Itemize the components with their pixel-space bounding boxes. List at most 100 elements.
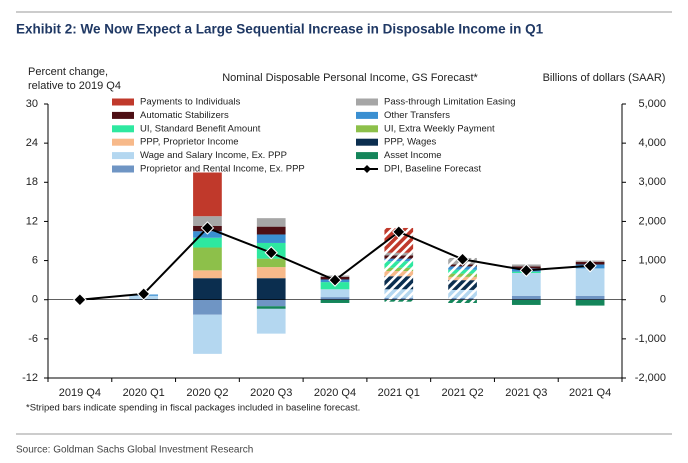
line-marker — [73, 293, 87, 307]
bar-segment — [448, 269, 477, 274]
legend-label: Wage and Salary Income, Ex. PPP — [140, 150, 287, 161]
legend-label: PPP, Proprietor Income — [140, 137, 239, 148]
bar-segment — [193, 216, 222, 226]
bar-segment — [320, 297, 350, 300]
bar-segment — [256, 306, 286, 309]
legend-swatch — [356, 125, 378, 133]
bar-segment — [448, 297, 477, 300]
line-marker — [392, 225, 406, 239]
bar-segment — [256, 258, 286, 268]
bar-segment — [384, 267, 414, 272]
source: Source: Goldman Sachs Global Investment … — [16, 445, 253, 456]
line-marker — [328, 273, 342, 287]
legend-swatch — [356, 98, 378, 106]
bar-segment — [256, 218, 286, 227]
y2-tick-label: 3,000 — [638, 176, 666, 188]
x-tick-label: 2020 Q3 — [250, 387, 292, 399]
chart-subtitle: Nominal Disposable Personal Income, GS F… — [222, 72, 478, 84]
bar-segment — [575, 299, 605, 306]
x-tick-label: 2020 Q1 — [123, 387, 165, 399]
bar-segment — [384, 297, 414, 300]
bar-segment — [448, 280, 477, 290]
x-tick-label: 2021 Q2 — [441, 387, 483, 399]
bar-segment — [384, 289, 414, 298]
legend-swatch — [112, 98, 134, 106]
bar-segment — [384, 261, 414, 268]
legend-swatch — [112, 152, 134, 160]
chart-title: Exhibit 2: We Now Expect a Large Sequent… — [16, 22, 544, 37]
bar-segment — [256, 226, 286, 235]
bar-segment — [256, 308, 286, 334]
y2-tick-label: 0 — [660, 294, 666, 306]
bar-segment — [256, 299, 286, 307]
line-marker — [200, 221, 215, 235]
bar-segment — [256, 278, 286, 300]
y-tick-label: 0 — [32, 294, 38, 306]
legend-swatch — [112, 125, 134, 133]
line-marker — [264, 246, 278, 260]
x-tick-label: 2021 Q4 — [569, 387, 611, 399]
y2-tick-label: 5,000 — [638, 98, 666, 110]
line-marker — [583, 259, 597, 273]
bar-segment — [575, 268, 605, 296]
x-tick-label: 2021 Q3 — [505, 387, 547, 399]
bar-segment — [448, 273, 477, 277]
y-tick-label: 12 — [26, 215, 38, 227]
legend-swatch — [112, 165, 134, 173]
bar-segment — [193, 237, 222, 248]
bar-segment — [193, 172, 222, 217]
y2-tick-label: 1,000 — [638, 254, 666, 266]
y2-tick-label: -2,000 — [635, 372, 666, 384]
y-tick-label: 6 — [32, 254, 38, 266]
x-tick-label: 2020 Q4 — [314, 387, 356, 399]
legend-label: Pass-through Limitation Easing — [384, 97, 516, 108]
bar-segment — [384, 299, 414, 302]
bar-segment — [448, 266, 477, 270]
legend-label: Automatic Stabilizers — [140, 110, 229, 121]
bar-segment — [193, 299, 222, 315]
y2-tick-label: 4,000 — [638, 137, 666, 149]
bar-segment — [448, 276, 477, 281]
legend-label: Other Transfers — [384, 110, 450, 121]
bar-segment — [193, 314, 222, 354]
bar-segment — [448, 289, 477, 298]
bar-segment — [511, 295, 541, 300]
legend-label: Proprietor and Rental Income, Ex. PPP — [140, 164, 305, 175]
bar-segment — [384, 258, 414, 262]
x-tick-label: 2020 Q2 — [186, 387, 228, 399]
bar-segment — [193, 278, 222, 300]
y-tick-label: 30 — [26, 98, 38, 110]
y-tick-label: -12 — [22, 372, 38, 384]
bar-segment — [193, 270, 222, 279]
legend-label: UI, Standard Benefit Amount — [140, 123, 261, 134]
y2-tick-label: 2,000 — [638, 215, 666, 227]
bar-segment — [193, 247, 222, 271]
bar-segment — [384, 255, 414, 259]
x-tick-label: 2021 Q1 — [378, 387, 420, 399]
y-tick-label: 18 — [26, 176, 38, 188]
y2-axis-label: Billions of dollars (SAAR) — [543, 72, 666, 84]
legend-label: UI, Extra Weekly Payment — [384, 123, 495, 134]
bar-segment — [256, 267, 286, 279]
bar-segment — [384, 276, 414, 290]
legend-label: PPP, Wages — [384, 137, 437, 148]
bar-segment — [511, 299, 541, 305]
line-marker — [136, 287, 151, 301]
footnote: *Striped bars indicate spending in fisca… — [26, 403, 360, 414]
line-marker — [455, 252, 470, 266]
legend-label: Payments to Individuals — [140, 97, 241, 108]
y-axis-label: relative to 2019 Q4 — [28, 80, 121, 92]
x-tick-label: 2019 Q4 — [59, 387, 101, 399]
bar-segment — [320, 289, 350, 298]
bar-segment — [511, 272, 541, 296]
line-marker — [519, 263, 534, 278]
bar-segment — [256, 234, 286, 243]
bar-segment — [575, 295, 605, 300]
legend-label: Asset Income — [384, 150, 442, 161]
y-tick-label: 24 — [26, 137, 38, 149]
legend-swatch — [112, 138, 134, 146]
bar-segment — [384, 252, 414, 256]
y2-tick-label: -1,000 — [635, 333, 666, 345]
legend-swatch — [356, 152, 378, 160]
y-tick-label: -6 — [28, 333, 38, 345]
